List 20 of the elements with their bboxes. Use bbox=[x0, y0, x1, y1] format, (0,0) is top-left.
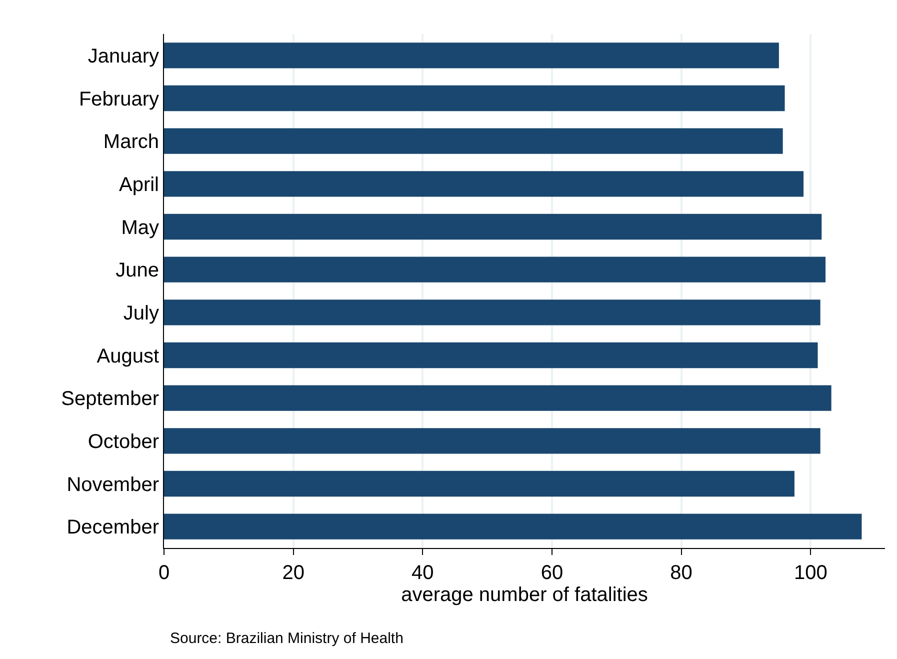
y-tick-label: February bbox=[78, 88, 159, 110]
y-tick-label: June bbox=[116, 260, 159, 282]
x-axis-title: average number of fatalities bbox=[401, 584, 648, 606]
x-tick-label: 0 bbox=[158, 562, 170, 584]
x-tick-label: 40 bbox=[412, 562, 434, 584]
y-tick-label: December bbox=[66, 516, 160, 539]
y-tick-label: March bbox=[103, 131, 159, 154]
y-tick-label: May bbox=[121, 216, 159, 239]
x-tick-label: 100 bbox=[794, 562, 828, 584]
y-tick-label: November bbox=[66, 474, 160, 496]
x-tick-label: 20 bbox=[282, 562, 304, 584]
x-tick-label: 80 bbox=[670, 562, 692, 584]
y-tick-label: August bbox=[96, 345, 160, 368]
y-tick-label: January bbox=[88, 45, 159, 68]
y-tick-label: April bbox=[118, 174, 159, 196]
source-note: Source: Brazilian Ministry of Health bbox=[170, 630, 404, 647]
y-tick-label: October bbox=[88, 430, 160, 453]
y-tick-label: July bbox=[123, 302, 159, 324]
x-tick-label: 60 bbox=[540, 562, 564, 584]
y-tick-label: September bbox=[61, 388, 160, 410]
